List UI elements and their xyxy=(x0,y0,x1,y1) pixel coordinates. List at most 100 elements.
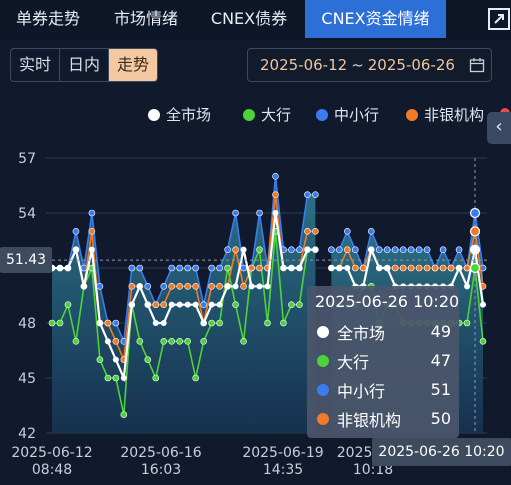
series-point xyxy=(351,264,359,272)
tab-market-sentiment[interactable]: 市场情绪 xyxy=(113,9,178,28)
series-point xyxy=(256,209,263,217)
series-point xyxy=(144,301,151,308)
series-point xyxy=(415,264,423,272)
series-point xyxy=(56,265,63,271)
date-separator: ~ xyxy=(351,56,364,74)
series-point xyxy=(479,338,487,345)
tab-cnex-funding-sentiment[interactable]: CNEX资金情绪 xyxy=(305,0,446,38)
series-point xyxy=(288,301,295,308)
series-point xyxy=(208,283,215,290)
series-point xyxy=(200,320,207,326)
series-point xyxy=(375,246,383,253)
series-point xyxy=(423,246,431,253)
series-point xyxy=(376,265,383,271)
series-point xyxy=(456,265,463,271)
y-tick-label: 57 xyxy=(18,151,36,167)
legend-dot-small-mid-banks xyxy=(316,109,328,121)
side-panel-toggle[interactable]: ‹ xyxy=(487,112,511,144)
series-point xyxy=(168,301,175,308)
series-point xyxy=(168,338,176,345)
tooltip-dot xyxy=(317,325,329,338)
series-point xyxy=(144,283,152,290)
series-point xyxy=(304,246,311,253)
series-point xyxy=(48,319,56,327)
series-point xyxy=(208,301,215,308)
series-point xyxy=(240,246,247,253)
legend-dot-all-market xyxy=(148,109,160,121)
tab-single-bond-trend[interactable]: 单券走势 xyxy=(15,9,80,28)
series-point xyxy=(463,264,471,272)
series-point xyxy=(96,356,104,363)
series-point xyxy=(128,264,136,272)
expand-icon[interactable] xyxy=(486,6,511,32)
series-point xyxy=(240,338,247,345)
tooltip-label: 全市场 xyxy=(337,323,386,343)
series-point xyxy=(160,301,168,308)
series-point xyxy=(336,246,343,253)
series-point xyxy=(208,319,215,327)
date-range-picker[interactable]: 2025-06-12 ~2025-06-26 xyxy=(247,48,492,82)
series-point xyxy=(144,356,152,363)
series-point xyxy=(240,264,247,272)
legend-all-market[interactable]: 全市场 xyxy=(148,104,211,125)
series-point xyxy=(232,246,239,253)
mode-trend-button[interactable]: 走势 xyxy=(109,49,158,81)
legend-big-banks[interactable]: 大行 xyxy=(243,104,291,125)
series-point xyxy=(80,283,87,290)
series-point xyxy=(232,283,239,290)
series-point xyxy=(160,320,167,326)
series-point xyxy=(136,338,144,345)
series-point xyxy=(160,283,168,290)
series-point xyxy=(312,246,319,253)
series-point xyxy=(407,264,415,272)
tooltip-title: 2025-06-26 10:20 xyxy=(315,292,460,311)
y-tick-label: 54 xyxy=(18,206,36,222)
series-point xyxy=(272,210,279,216)
date-start: 2025-06-12 xyxy=(260,56,348,74)
series-point xyxy=(176,338,184,345)
series-point xyxy=(216,301,223,308)
top-tab-bar: 单券走势 市场情绪 CNEX债券 CNEX资金情绪 xyxy=(0,0,511,40)
tooltip-value: 51 xyxy=(430,380,451,399)
series-point xyxy=(359,264,367,272)
series-point xyxy=(407,246,415,253)
series-point xyxy=(208,264,215,272)
series-point xyxy=(112,319,120,327)
highlight-point xyxy=(469,226,481,237)
legend-small-mid-banks[interactable]: 中小行 xyxy=(316,104,379,125)
tab-cnex-bonds[interactable]: CNEX债券 xyxy=(210,9,288,28)
tooltip-label: 中小行 xyxy=(337,381,386,401)
calendar-icon[interactable] xyxy=(469,57,485,73)
series-point xyxy=(304,191,311,198)
series-point xyxy=(328,246,335,253)
series-point xyxy=(439,246,447,253)
series-point xyxy=(152,320,159,326)
series-point xyxy=(160,338,168,345)
legend-non-bank[interactable]: 非银机构 xyxy=(406,104,484,125)
series-point xyxy=(152,374,160,382)
mode-realtime-button[interactable]: 实时 xyxy=(11,49,61,81)
series-point xyxy=(447,264,455,272)
series-point xyxy=(72,246,79,253)
series-point xyxy=(280,319,287,327)
series-point xyxy=(344,265,351,271)
series-point xyxy=(96,283,104,290)
series-point xyxy=(112,356,119,363)
series-point xyxy=(455,246,463,253)
tooltip-label: 大行 xyxy=(337,352,370,372)
series-point xyxy=(384,265,391,271)
series-point xyxy=(184,283,191,290)
tooltip-value: 50 xyxy=(430,409,451,428)
mode-intraday-button[interactable]: 日内 xyxy=(60,49,110,81)
x-tick-label: 2025-06-19 xyxy=(242,445,323,461)
tooltip-row-all-market: 全市场 49 xyxy=(315,317,451,346)
series-point xyxy=(248,264,255,272)
y-tick-label: 48 xyxy=(18,316,36,332)
series-point xyxy=(264,319,271,327)
y-tick-label: 45 xyxy=(18,371,36,387)
x-tick-label: 2025-06-12 xyxy=(11,445,92,461)
series-point xyxy=(312,228,319,235)
highlight-point xyxy=(469,262,481,274)
tooltip-dot xyxy=(317,354,329,367)
series-point xyxy=(184,264,191,272)
